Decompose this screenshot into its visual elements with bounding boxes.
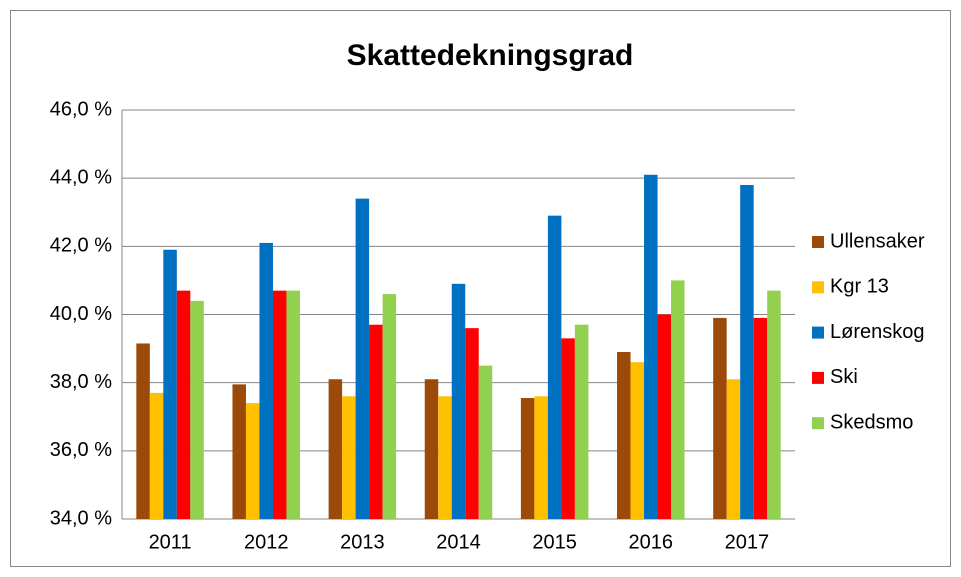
y-tick-label: 46,0 % [50,98,112,120]
bar [136,343,150,519]
y-tick-label: 42,0 % [50,235,112,257]
bar [451,283,466,519]
bar [561,338,575,519]
bar [342,396,356,519]
legend-label: Skedsmo [830,411,913,433]
x-tick-label: 2015 [532,531,577,553]
bar [547,215,562,520]
x-tick-label: 2012 [244,531,289,553]
bar [176,290,191,519]
bar [245,403,260,519]
legend-label: Kgr 13 [830,276,889,298]
bar [617,351,631,519]
y-tick-label: 44,0 % [50,166,112,188]
legend-label: Lørenskog [830,321,925,343]
bar [753,317,768,519]
bar [286,290,300,519]
bar [382,294,397,519]
bar [574,324,589,519]
x-tick-label: 2013 [340,531,385,553]
legend-label: Ullensaker [830,230,925,252]
bar [328,379,343,519]
bar [190,300,204,519]
bar [355,198,370,519]
bar [726,379,741,519]
legend-swatch [812,281,824,294]
bar [232,384,246,519]
bar [424,379,439,519]
x-tick-label: 2011 [149,531,192,553]
legend-swatch [812,417,824,430]
x-tick-label: 2016 [629,531,674,553]
bar [149,392,164,519]
chart-title: Skattedekningsgrad [347,39,634,72]
bar [657,314,672,519]
bar [438,396,452,519]
y-tick-label: 36,0 % [50,439,112,461]
x-tick-label: 2014 [436,531,481,553]
legend-swatch [812,236,824,248]
bar [259,242,273,520]
legend-swatch [812,371,824,384]
bar [767,290,781,519]
bar [713,317,727,519]
bar [272,290,287,519]
bar [163,249,177,519]
bar [534,396,548,519]
bar [478,365,493,519]
y-tick-label: 38,0 % [50,371,112,393]
bar [630,362,645,519]
y-tick-label: 34,0 % [50,507,112,529]
bar [644,174,658,519]
bar [671,280,685,519]
y-tick-label: 40,0 % [50,303,112,325]
bar [465,328,479,519]
legend-swatch [812,326,824,339]
bar [740,184,754,519]
bar [369,324,383,519]
bar [520,398,535,519]
x-tick-label: 2017 [725,531,770,553]
legend-label: Ski [830,366,858,388]
